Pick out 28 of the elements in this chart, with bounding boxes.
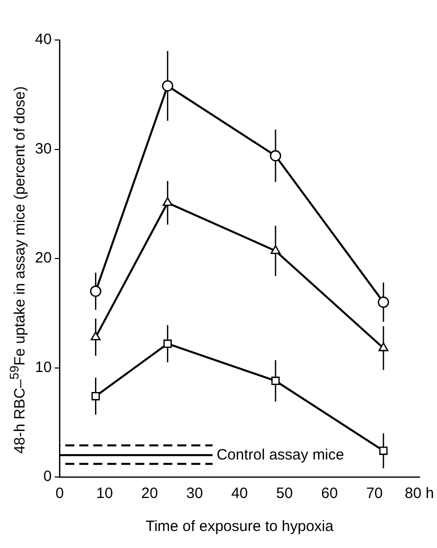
point — [378, 342, 388, 352]
point — [162, 197, 173, 206]
point — [271, 376, 280, 386]
point — [90, 332, 101, 340]
point — [91, 392, 100, 400]
point — [162, 80, 174, 92]
x-tick-label: 60 — [321, 485, 338, 502]
x-tick-label: 30 — [186, 485, 203, 502]
x-tick-label: 80 h — [404, 485, 434, 502]
x-axis-title: Time of exposure to hypoxia — [146, 518, 334, 536]
y-tick-label: 0 — [43, 468, 52, 486]
x-tick-label: 70 — [366, 485, 383, 502]
x-tick-label: 20 — [141, 485, 158, 502]
y-tick-label: 10 — [34, 358, 52, 376]
y-tick-label: 30 — [34, 140, 52, 158]
x-tick-label: 0 — [56, 485, 64, 502]
point — [163, 340, 172, 348]
y-tick-label: 20 — [34, 250, 52, 267]
y-tick-label: 40 — [34, 31, 52, 48]
point — [270, 245, 280, 254]
point — [378, 296, 390, 308]
point — [90, 286, 102, 297]
point — [379, 446, 388, 455]
point — [270, 150, 282, 162]
x-tick-label: 40 — [231, 485, 248, 502]
series-label: Control assay mice — [216, 446, 344, 464]
x-tick-label: 10 — [96, 485, 113, 502]
x-tick-label: 50 — [276, 485, 293, 502]
